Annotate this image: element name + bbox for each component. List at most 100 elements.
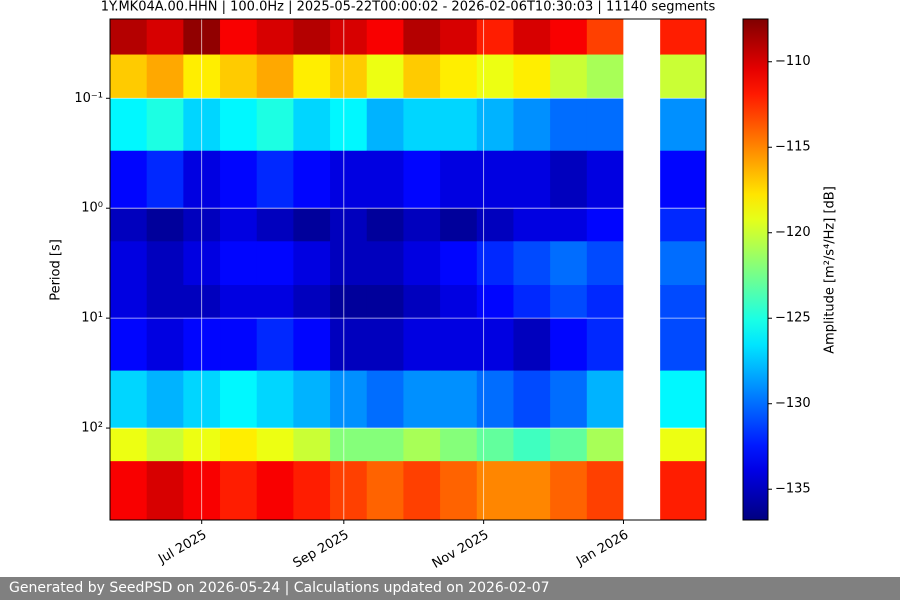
heatmap-cell [220, 461, 258, 521]
heatmap-cell [110, 241, 148, 286]
heatmap-cell [293, 208, 331, 242]
heatmap-cell [660, 318, 707, 372]
footer: Generated by SeedPSD on 2026-05-24 | Cal… [0, 577, 900, 600]
heatmap-cell [330, 428, 368, 462]
heatmap-cell [220, 54, 258, 99]
heatmap-cell [660, 150, 707, 209]
y-tick-label: 10⁻¹ [74, 91, 103, 106]
heatmap-cell [220, 428, 258, 462]
heatmap-cell [440, 54, 478, 99]
heatmap-cell [366, 208, 404, 242]
heatmap-cell [660, 370, 707, 429]
heatmap-cell [403, 318, 441, 372]
x-tick-label: Jan 2026 [573, 528, 631, 570]
heatmap-cell [550, 241, 588, 286]
heatmap-cell [293, 428, 331, 462]
heatmap-cell [330, 19, 368, 56]
heatmap-cell [586, 98, 624, 152]
heatmap-cell [403, 54, 441, 99]
chart-title: 1Y.MK04A.00.HHN | 100.0Hz | 2025-05-22T0… [101, 0, 716, 15]
heatmap-cell [110, 208, 148, 242]
heatmap-cell [513, 370, 551, 429]
heatmap-cell [513, 428, 551, 462]
colorbar-tick-label: −130 [775, 396, 811, 411]
heatmap-cell [586, 241, 624, 286]
heatmap-cell [440, 370, 478, 429]
heatmap-cell [330, 285, 368, 319]
heatmap-cell [476, 98, 514, 152]
heatmap-cell [586, 150, 624, 209]
heatmap-cell [476, 428, 514, 462]
heatmap-cell [403, 150, 441, 209]
heatmap-cell [660, 428, 707, 462]
heatmap-cell [146, 241, 184, 286]
heatmap-cell [220, 241, 258, 286]
heatmap-cell [476, 54, 514, 99]
heatmap-cell [476, 19, 514, 56]
heatmap-cell [403, 370, 441, 429]
heatmap-cell [256, 208, 294, 242]
heatmap-cell [513, 241, 551, 286]
heatmap-cell [403, 461, 441, 521]
heatmap-cell [256, 19, 294, 56]
heatmap-cell [403, 19, 441, 56]
y-tick-label: 10¹ [81, 311, 103, 326]
heatmap-cell [660, 19, 707, 56]
heatmap-cell [440, 318, 478, 372]
heatmap-cell [366, 318, 404, 372]
colorbar-tick-label: −120 [775, 225, 811, 240]
y-tick-label: 10⁰ [81, 201, 103, 216]
heatmap-cell [256, 318, 294, 372]
heatmap-cell [476, 241, 514, 286]
x-tick-label: Jul 2025 [155, 528, 209, 568]
heatmap-cell [110, 370, 148, 429]
heatmap-cell [220, 285, 258, 319]
heatmap-cell [660, 208, 707, 242]
heatmap-cell [366, 98, 404, 152]
heatmap-cell [440, 150, 478, 209]
heatmap-cell [660, 241, 707, 286]
heatmap-cell [220, 98, 258, 152]
heatmap-cell [403, 428, 441, 462]
heatmap-cell [256, 241, 294, 286]
heatmap-cell [586, 19, 624, 56]
heatmap-cell [293, 54, 331, 99]
heatmap-cell [330, 208, 368, 242]
heatmap-cell [440, 428, 478, 462]
y-axis-label: Period [s] [49, 239, 64, 301]
heatmap-cell [293, 461, 331, 521]
heatmap-cell [330, 461, 368, 521]
heatmap-cell [293, 19, 331, 56]
heatmap-cell [366, 285, 404, 319]
heatmap-cell [366, 19, 404, 56]
heatmap-cell [256, 461, 294, 521]
heatmap-cell [586, 285, 624, 319]
heatmap-cell [330, 54, 368, 99]
heatmap-cell [220, 370, 258, 429]
heatmap-cell [256, 428, 294, 462]
heatmap-cell [550, 461, 588, 521]
heatmap-cell [146, 428, 184, 462]
heatmap-cell [220, 150, 258, 209]
chart: 1Y.MK04A.00.HHN | 100.0Hz | 2025-05-22T0… [49, 0, 838, 572]
heatmap-cell [293, 285, 331, 319]
heatmap-cell [550, 19, 588, 56]
heatmap-cell [366, 54, 404, 99]
heatmap-cell [513, 98, 551, 152]
heatmap-cell [660, 98, 707, 152]
heatmap-cell [550, 285, 588, 319]
heatmap-cell [110, 54, 148, 99]
heatmap-cell [586, 370, 624, 429]
heatmap-cell [513, 285, 551, 319]
colorbar-tick-label: −125 [775, 311, 811, 326]
heatmap-cell [146, 19, 184, 56]
heatmap-cell [513, 150, 551, 209]
heatmap-cell [366, 428, 404, 462]
heatmap-cell [440, 285, 478, 319]
heatmap-cell [586, 54, 624, 99]
heatmap-cell [513, 208, 551, 242]
heatmap-cell [256, 150, 294, 209]
heatmap-cell [440, 461, 478, 521]
heatmap-cell [146, 150, 184, 209]
